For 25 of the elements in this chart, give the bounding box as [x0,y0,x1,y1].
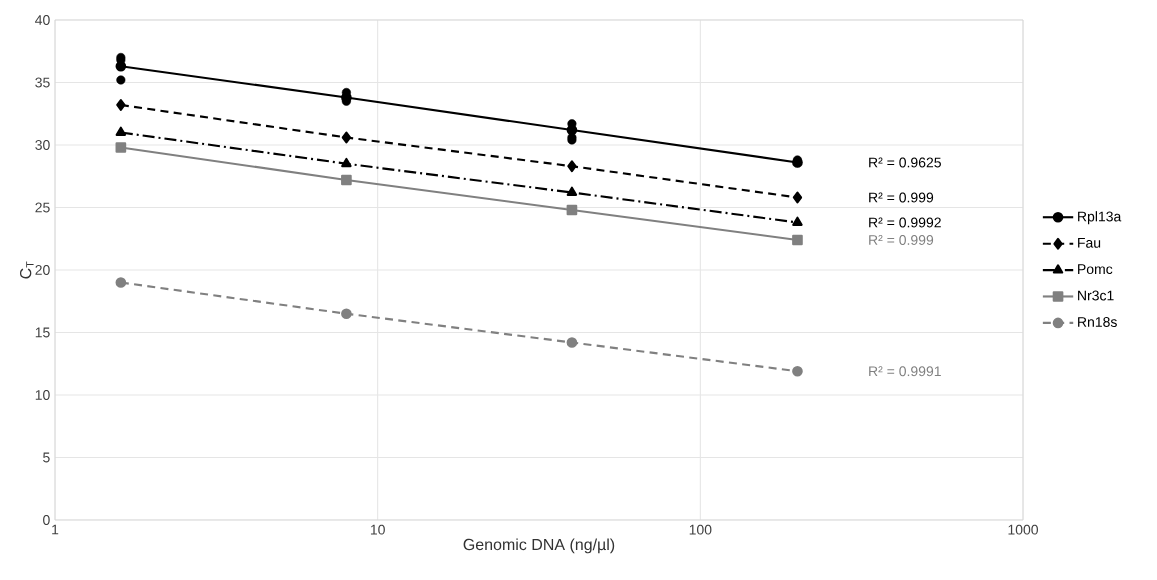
y-tick-label: 15 [35,327,50,338]
x-axis-title: Genomic DNA (ng/µl) [463,538,615,554]
y-tick-label: 10 [35,390,50,400]
legend-label: Pomc [1078,264,1113,275]
legend-label: Rpl13a [1078,211,1122,225]
x-tick-label: 1 [52,524,59,535]
legend-label: Nr3c1 [1078,290,1114,301]
y-tick-label: 5 [43,452,50,463]
y-tick-label: 0 [43,515,50,525]
annotation: R² = 0.999 [869,192,934,203]
y-tick-label: 25 [35,202,50,213]
x-tick-label: 1000 [1008,524,1039,535]
y-tick-label: 35 [35,77,50,88]
y-tick-label: 20 [35,265,50,275]
annotation: R² = 0.999 [869,235,934,245]
annotation: R² = 0.9625 [869,157,941,168]
legend-label: Fau [1078,238,1101,248]
y-tick-label: 30 [35,140,50,150]
y-tick-label: 40 [35,15,50,25]
legend-label: Rn18s [1078,317,1117,327]
annotation: R² = 0.9991 [869,366,941,377]
y-axis-title: C$_{T}$ [20,261,34,279]
x-tick-label: 100 [689,524,712,535]
annotation: R² = 0.9992 [869,217,941,228]
x-tick-label: 10 [370,524,385,535]
